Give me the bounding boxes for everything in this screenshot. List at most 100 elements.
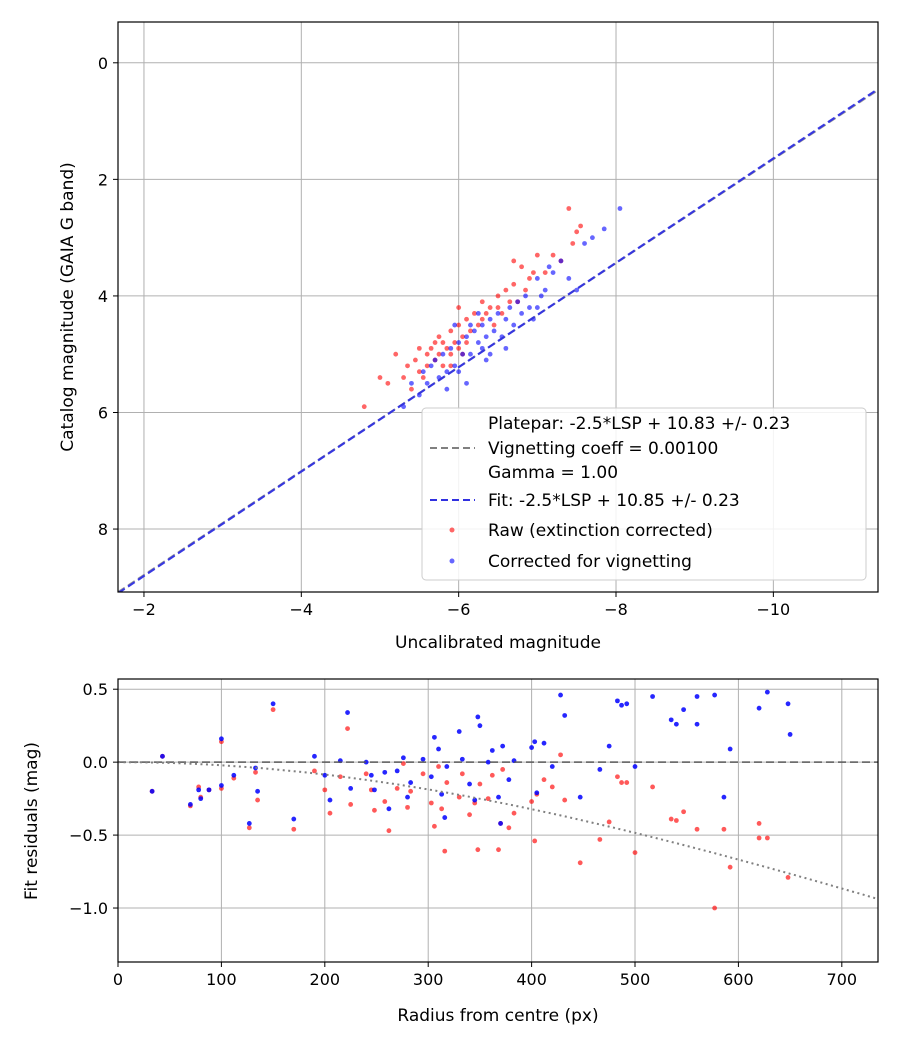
top-point-raw-extinction-corrected- bbox=[464, 316, 469, 322]
top-point-corrected-for-vignetting bbox=[475, 311, 481, 316]
legend-entry-corrected: Corrected for vignetting bbox=[488, 552, 692, 572]
top-point-corrected-for-vignetting bbox=[428, 363, 434, 369]
bottom-point-corrected-for-vignetting bbox=[322, 772, 328, 778]
top-x-tick-label: −8 bbox=[604, 600, 628, 619]
bottom-ticks: 0 100 200 300 400 500 600 700 0.5 0.0 −0.5 −1.0 bbox=[69, 680, 857, 989]
bottom-x-tick-label: 100 bbox=[206, 970, 237, 989]
bottom-point-raw-extinction-corrected- bbox=[632, 850, 638, 855]
bottom-point-corrected-for-vignetting bbox=[562, 713, 568, 718]
bottom-y-axis-label: Fit residuals (mag) bbox=[22, 742, 42, 900]
bottom-point-raw-extinction-corrected- bbox=[756, 821, 762, 826]
legend-marker-raw bbox=[449, 527, 455, 533]
bottom-point-corrected-for-vignetting bbox=[577, 794, 583, 800]
top-y-tick-label: 8 bbox=[98, 520, 108, 539]
bottom-point-corrected-for-vignetting bbox=[408, 780, 414, 785]
top-point-corrected-for-vignetting bbox=[538, 293, 544, 299]
bottom-point-corrected-for-vignetting bbox=[477, 723, 483, 729]
bottom-point-raw-extinction-corrected- bbox=[270, 707, 276, 713]
top-point-corrected-for-vignetting bbox=[617, 206, 623, 211]
top-point-corrected-for-vignetting bbox=[483, 334, 489, 340]
bottom-point-raw-extinction-corrected- bbox=[477, 781, 483, 787]
top-point-raw-extinction-corrected- bbox=[436, 351, 442, 357]
top-axes-frame bbox=[117, 21, 879, 593]
bottom-point-corrected-for-vignetting bbox=[475, 714, 481, 720]
bottom-point-corrected-for-vignetting bbox=[382, 769, 388, 775]
top-point-raw-extinction-corrected- bbox=[432, 340, 438, 345]
bottom-point-corrected-for-vignetting bbox=[498, 821, 503, 826]
bottom-point-corrected-for-vignetting bbox=[196, 787, 202, 793]
bottom-point-raw-extinction-corrected- bbox=[785, 874, 791, 880]
top-point-raw-extinction-corrected- bbox=[503, 287, 509, 293]
bottom-point-corrected-for-vignetting bbox=[327, 797, 333, 803]
bottom-point-corrected-for-vignetting bbox=[432, 734, 437, 740]
bottom-point-corrected-for-vignetting bbox=[681, 707, 687, 713]
top-point-raw-extinction-corrected- bbox=[570, 241, 576, 246]
bottom-point-raw-extinction-corrected- bbox=[436, 764, 441, 769]
bottom-point-corrected-for-vignetting bbox=[198, 796, 204, 802]
top-point-corrected-for-vignetting bbox=[432, 357, 438, 363]
top-point-raw-extinction-corrected- bbox=[487, 305, 493, 310]
top-point-corrected-for-vignetting bbox=[582, 241, 587, 246]
bottom-point-raw-extinction-corrected- bbox=[624, 780, 630, 785]
bottom-point-raw-extinction-corrected- bbox=[420, 771, 426, 777]
bottom-point-raw-extinction-corrected- bbox=[372, 807, 377, 813]
top-point-raw-extinction-corrected- bbox=[416, 369, 422, 375]
bottom-point-corrected-for-vignetting bbox=[255, 788, 260, 794]
top-point-raw-extinction-corrected- bbox=[460, 334, 465, 340]
bottom-plot: 0 100 200 300 400 500 600 700 0.5 0.0 −0.5 −1.0 Rad… bbox=[22, 678, 879, 1026]
top-point-corrected-for-vignetting bbox=[409, 380, 414, 386]
bottom-point-raw-extinction-corrected- bbox=[246, 825, 252, 831]
top-y-tick-label: 4 bbox=[98, 287, 108, 306]
top-point-raw-extinction-corrected- bbox=[527, 276, 532, 281]
bottom-point-corrected-for-vignetting bbox=[673, 721, 679, 727]
bottom-point-raw-extinction-corrected- bbox=[327, 810, 333, 816]
bottom-point-corrected-for-vignetting bbox=[496, 794, 501, 800]
bottom-point-corrected-for-vignetting bbox=[372, 787, 377, 793]
top-point-raw-extinction-corrected- bbox=[483, 311, 489, 316]
top-point-raw-extinction-corrected- bbox=[495, 293, 501, 299]
bottom-point-raw-extinction-corrected- bbox=[459, 771, 465, 777]
legend-box bbox=[421, 407, 867, 581]
bottom-point-corrected-for-vignetting bbox=[694, 694, 700, 699]
top-point-raw-extinction-corrected- bbox=[420, 375, 426, 380]
top-point-corrected-for-vignetting bbox=[566, 276, 572, 281]
top-point-corrected-for-vignetting bbox=[464, 334, 469, 340]
bottom-point-raw-extinction-corrected- bbox=[615, 774, 620, 780]
top-point-raw-extinction-corrected- bbox=[507, 299, 513, 305]
bottom-point-raw-extinction-corrected- bbox=[541, 777, 547, 783]
bottom-point-corrected-for-vignetting bbox=[386, 806, 392, 812]
bottom-x-tick-label: 500 bbox=[620, 970, 651, 989]
bottom-point-corrected-for-vignetting bbox=[534, 790, 540, 796]
top-x-tick-label: −2 bbox=[132, 600, 156, 619]
bottom-point-corrected-for-vignetting bbox=[785, 701, 791, 707]
top-point-raw-extinction-corrected- bbox=[456, 305, 462, 310]
top-point-corrected-for-vignetting bbox=[527, 305, 532, 310]
top-point-raw-extinction-corrected- bbox=[448, 328, 454, 334]
top-point-corrected-for-vignetting bbox=[495, 311, 501, 316]
top-point-raw-extinction-corrected- bbox=[448, 351, 454, 357]
bottom-point-raw-extinction-corrected- bbox=[681, 809, 687, 815]
bottom-point-corrected-for-vignetting bbox=[394, 768, 400, 774]
top-point-corrected-for-vignetting bbox=[468, 351, 473, 357]
top-point-corrected-for-vignetting bbox=[448, 345, 454, 351]
top-point-raw-extinction-corrected- bbox=[428, 345, 434, 351]
bottom-point-raw-extinction-corrected- bbox=[721, 826, 727, 832]
top-point-raw-extinction-corrected- bbox=[436, 334, 442, 340]
top-point-raw-extinction-corrected- bbox=[444, 345, 450, 351]
bottom-y-tick-label: 0.5 bbox=[83, 680, 108, 699]
legend-entry-gamma: Gamma = 1.00 bbox=[488, 463, 618, 483]
bottom-point-raw-extinction-corrected- bbox=[475, 847, 481, 853]
top-point-raw-extinction-corrected- bbox=[412, 357, 418, 363]
bottom-point-raw-extinction-corrected- bbox=[506, 825, 512, 831]
bottom-point-corrected-for-vignetting bbox=[467, 781, 472, 787]
bottom-point-corrected-for-vignetting bbox=[363, 759, 369, 765]
top-ticks: −2 −4 −6 −8 −10 0 2 4 6 8 bbox=[98, 54, 790, 619]
top-point-raw-extinction-corrected- bbox=[471, 311, 477, 316]
bottom-point-raw-extinction-corrected- bbox=[312, 768, 317, 774]
top-point-corrected-for-vignetting bbox=[550, 270, 556, 276]
top-point-corrected-for-vignetting bbox=[452, 363, 458, 369]
bottom-point-corrected-for-vignetting bbox=[368, 772, 374, 778]
top-point-raw-extinction-corrected- bbox=[479, 299, 485, 305]
